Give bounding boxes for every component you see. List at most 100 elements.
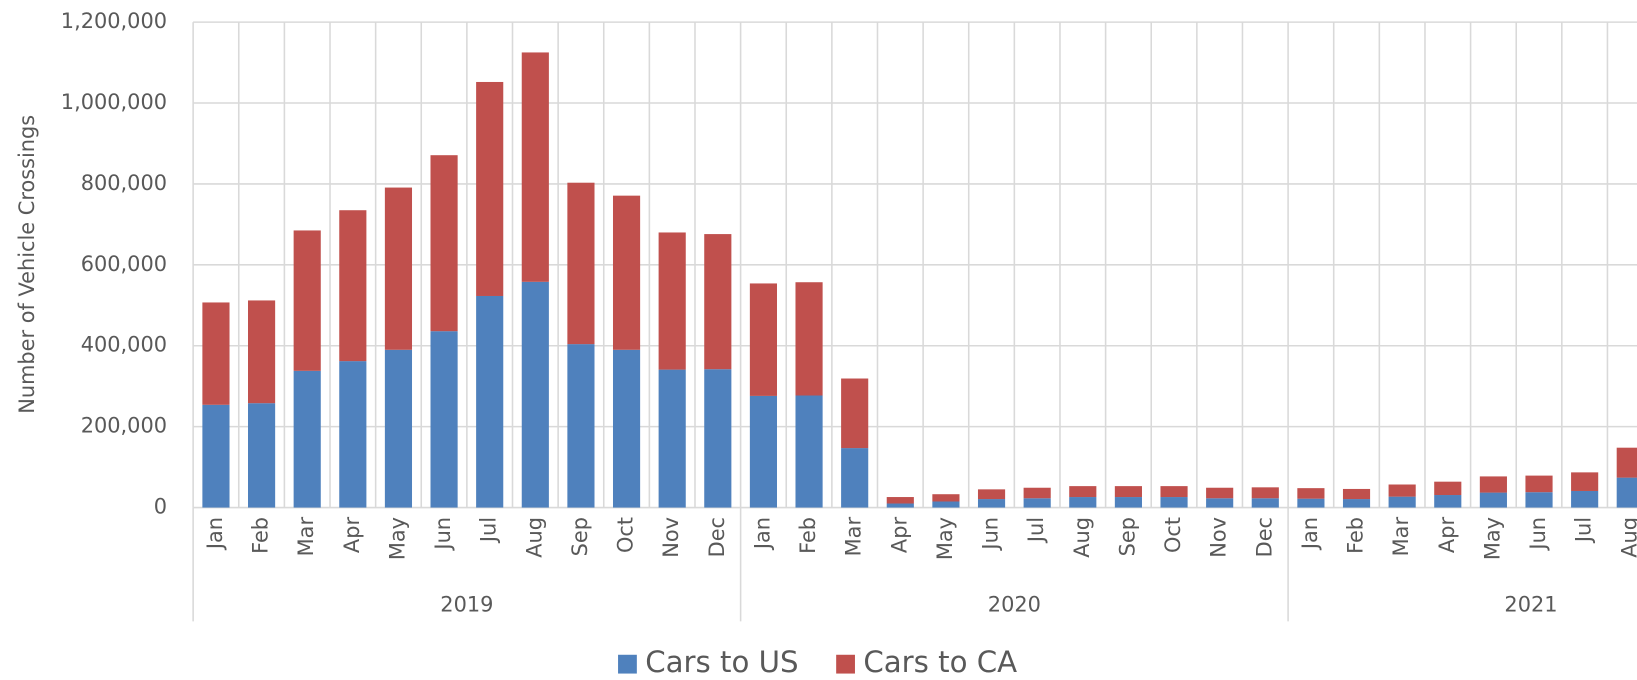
bar-segment [1525,492,1553,508]
bar-segment [476,81,504,296]
legend-swatch [618,654,637,674]
bar-segment [1023,487,1051,499]
bar-segment [1206,487,1234,499]
x-tick-label: Jun [431,517,455,552]
bar-segment [795,282,823,396]
bar-segment [1479,476,1507,493]
x-tick-label: Apr [340,517,364,554]
bar-segment [1479,492,1507,508]
x-tick-label: Mar [1389,517,1413,557]
bar-segment [521,281,549,508]
y-tick-label: 400,000 [81,333,167,357]
bar-segment [1114,486,1142,498]
bar-segment [202,404,230,508]
x-tick-label: Oct [1161,517,1185,553]
bar-segment [1297,488,1325,499]
bar-segment [1342,488,1371,500]
bar-segment [1251,498,1279,508]
x-tick-label: Jan [750,517,774,551]
x-tick-label: Dec [1252,517,1276,557]
legend-label: Cars to CA [863,645,1017,679]
bar-segment [1434,495,1462,508]
x-tick-label: May [385,517,409,560]
x-tick-label: Sep [568,517,592,556]
plot-area: Jan Feb Mar Apr May Jun Jul Aug Sep Oct Nov Dec Jan F… [192,21,1637,622]
y-tick-label: 200,000 [81,414,167,438]
bar-segment [430,331,458,508]
bar-segment [567,344,595,508]
group-label: 2019 [440,593,493,617]
x-tick-label: Jul [1572,517,1596,544]
bar-segment [1525,475,1553,493]
bar-segment [293,230,321,371]
bar-segment [886,497,914,504]
x-tick-label: Aug [522,517,546,558]
bar-segment [932,494,960,502]
bar-segment [658,232,686,370]
bar-segment [248,300,276,404]
group-label: 2021 [1504,593,1557,617]
bar-segment [476,295,504,508]
x-tick-label: May [933,517,957,560]
x-tick-label: Jun [979,517,1003,552]
bar-segment [1571,472,1599,491]
bar-segment [1616,477,1637,508]
x-tick-label: Feb [249,517,273,554]
bar-segment [841,378,869,449]
bar-segment [704,234,732,370]
legend-swatch [836,654,855,674]
x-tick-label: Feb [1344,517,1368,554]
bar-segment [1069,497,1097,508]
x-tick-label: Apr [887,517,911,554]
bar-segment [1388,496,1416,508]
x-tick-label: Mar [842,517,866,557]
x-tick-label: Aug [1070,517,1094,558]
bar-segment [567,182,595,345]
bar-segment [430,155,458,332]
bar-segment [1023,498,1051,508]
bar-segment [1160,497,1188,508]
bar-segment [521,52,549,282]
x-tick-label: Jan [1298,517,1322,551]
x-tick-label: Jul [477,517,501,544]
x-tick-label: Nov [659,517,683,558]
y-tick-label: 800,000 [81,171,167,195]
bar-segment [1160,486,1188,498]
x-tick-label: Nov [1207,517,1231,558]
x-tick-label: Jul [1024,517,1048,544]
bar-segment [1114,497,1142,508]
x-tick-label: Aug [1617,517,1637,558]
bar-segment [1616,447,1637,478]
bar-segment [1571,490,1599,508]
bar-segment [202,302,230,405]
bar-segment [248,403,276,508]
bar-segment [704,369,732,508]
bar-segment [977,499,1006,508]
bar-segment [886,503,914,508]
legend-label: Cars to US [645,645,798,679]
bar-segment [841,448,869,508]
x-tick-label: Jun [1526,517,1550,552]
bar-segment [384,349,413,508]
bar-segment [1297,498,1325,508]
x-tick-label: Feb [796,517,820,554]
x-tick-label: Jan [203,517,227,551]
x-tick-label: May [1480,517,1504,560]
bar-segment [1434,481,1462,496]
y-axis-label: Number of Vehicle Crossings [15,115,39,414]
bar-segment [1388,484,1416,497]
bar-segment [612,349,641,508]
bar-segment [749,395,778,508]
y-tick-label: 0 [154,495,167,519]
bar-segment [339,361,367,508]
bar-segment [658,369,686,508]
group-label: 2020 [988,593,1041,617]
y-tick-label: 1,200,000 [61,9,167,33]
x-tick-label: Apr [1435,517,1459,554]
x-tick-label: Sep [1115,517,1139,556]
bar-segment [1069,486,1097,498]
y-tick-label: 600,000 [81,252,167,276]
bar-segment [384,187,413,350]
